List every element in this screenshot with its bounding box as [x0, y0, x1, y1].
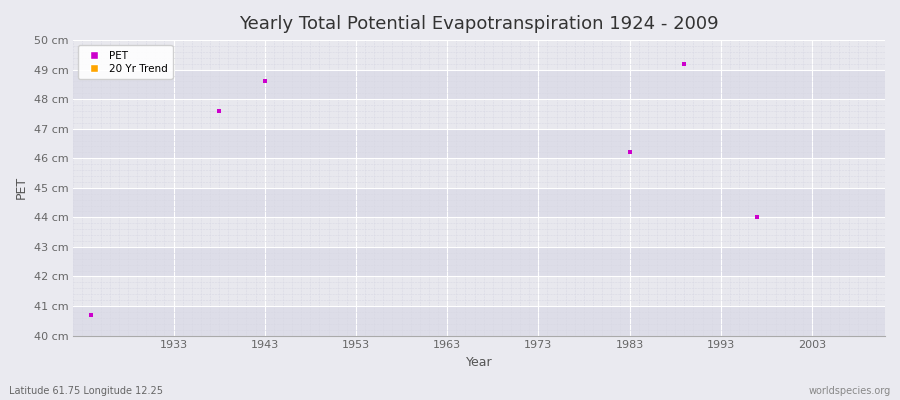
Point	[677, 60, 691, 67]
Legend: PET, 20 Yr Trend: PET, 20 Yr Trend	[78, 45, 173, 79]
Bar	[73, 217, 885, 247]
Bar	[73, 158, 885, 188]
Point	[85, 312, 99, 318]
Point	[212, 108, 226, 114]
Bar	[73, 129, 885, 158]
Bar	[73, 247, 885, 276]
Point	[750, 214, 764, 220]
Title: Yearly Total Potential Evapotranspiration 1924 - 2009: Yearly Total Potential Evapotranspiratio…	[239, 15, 719, 33]
Bar	[73, 70, 885, 99]
X-axis label: Year: Year	[466, 356, 492, 369]
Text: Latitude 61.75 Longitude 12.25: Latitude 61.75 Longitude 12.25	[9, 386, 163, 396]
Bar	[73, 188, 885, 217]
Bar	[73, 276, 885, 306]
Bar	[73, 99, 885, 129]
Bar	[73, 40, 885, 70]
Point	[623, 149, 637, 156]
Bar	[73, 306, 885, 336]
Point	[257, 78, 272, 85]
Text: worldspecies.org: worldspecies.org	[809, 386, 891, 396]
Y-axis label: PET: PET	[15, 176, 28, 200]
